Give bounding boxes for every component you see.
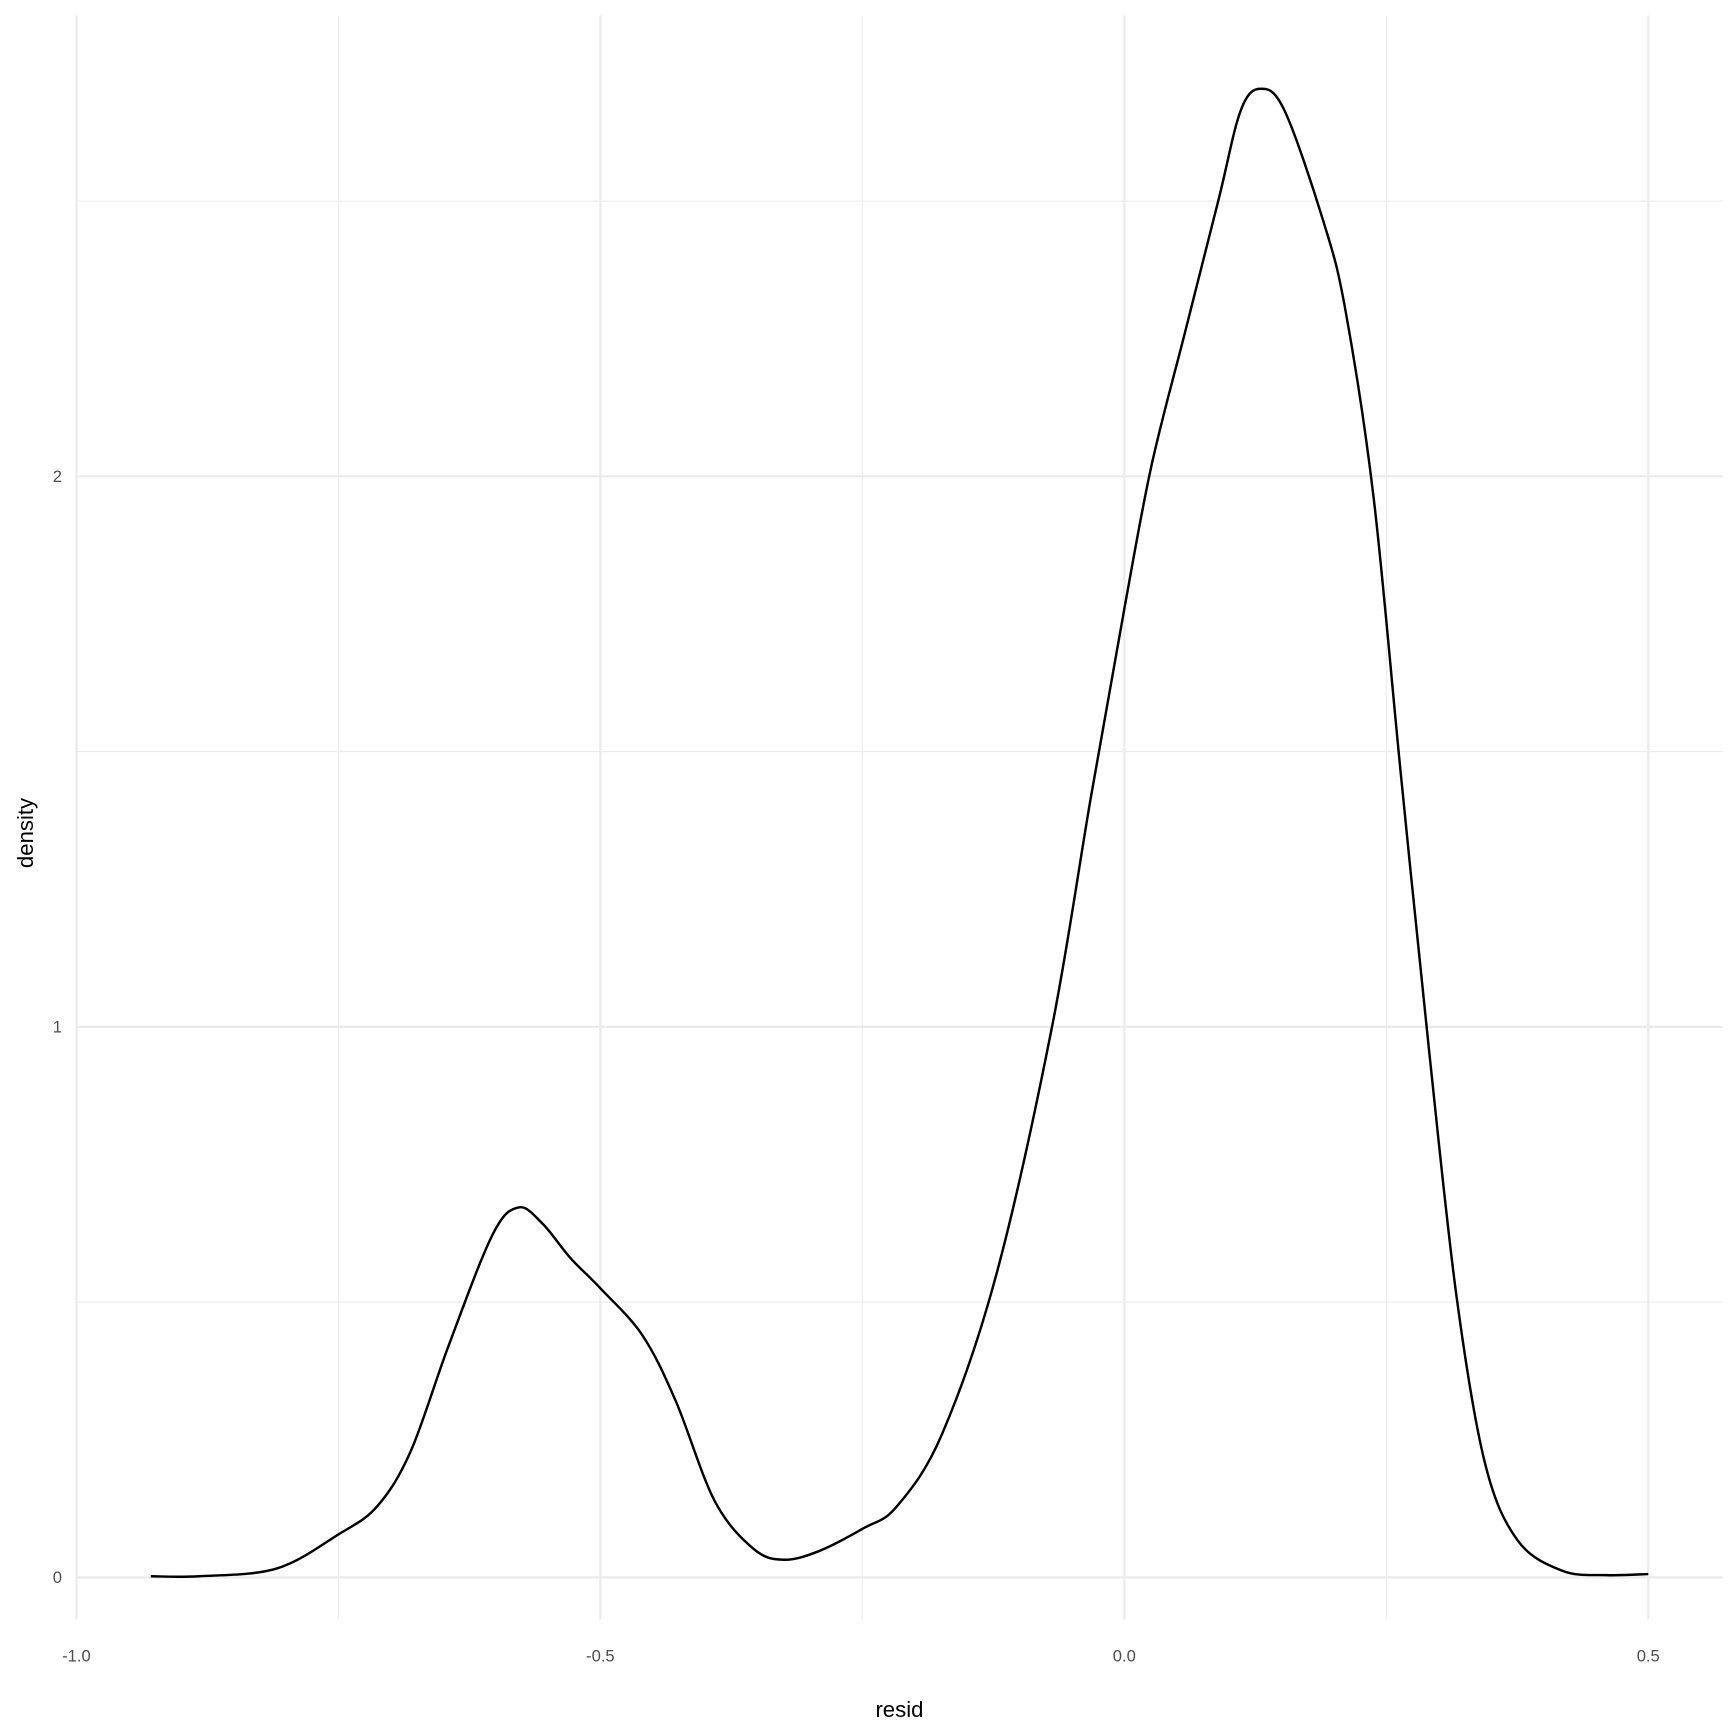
x-tick-label: -1.0 [62,1647,91,1666]
grid [75,15,1723,1620]
y-tick-label: 2 [53,467,62,486]
y-tick-label: 1 [53,1017,62,1036]
y-axis-ticks: 0 1 2 [53,467,62,1587]
x-tick-label: 0.0 [1113,1647,1136,1666]
y-axis-title: density [13,797,38,868]
x-axis-ticks: -1.0 -0.5 0.0 0.5 [62,1647,1660,1666]
x-axis-title: resid [875,1697,923,1722]
x-tick-label: 0.5 [1637,1647,1660,1666]
density-line [150,87,1649,1579]
y-tick-label: 0 [53,1568,62,1587]
x-tick-label: -0.5 [586,1647,615,1666]
